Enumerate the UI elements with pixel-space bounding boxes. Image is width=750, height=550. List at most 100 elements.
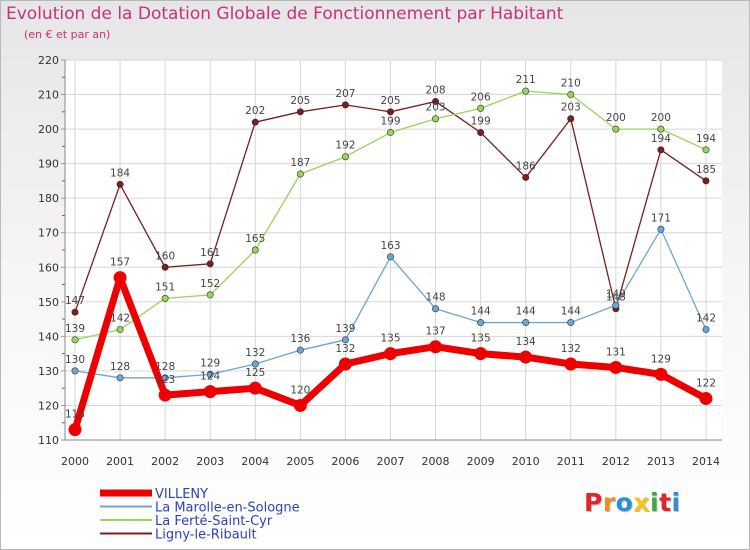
- y-tick-label: 150: [38, 296, 59, 309]
- data-label-la-ferte-saint-cyr: 187: [290, 157, 310, 169]
- data-point-la-ferte-saint-cyr: [341, 153, 349, 161]
- x-tick-label: 2011: [557, 455, 585, 468]
- data-point-la-ferte-saint-cyr: [477, 104, 485, 112]
- y-tick-label: 200: [38, 123, 59, 136]
- y-tick-label: 170: [38, 227, 59, 240]
- data-label-ligny-le-ribault: 208: [426, 84, 446, 96]
- x-tick-label: 2010: [512, 455, 540, 468]
- data-point-la-marolle-en-sologne: [477, 319, 485, 327]
- data-label-ligny-le-ribault: 205: [290, 95, 310, 107]
- data-label-villeny: 135: [471, 333, 491, 345]
- data-label-la-ferte-saint-cyr: 199: [380, 116, 400, 128]
- y-tick-label: 220: [38, 54, 59, 67]
- data-label-ligny-le-ribault: 185: [696, 164, 716, 176]
- logo-letter: i: [671, 488, 681, 517]
- data-label-la-ferte-saint-cyr: 151: [155, 281, 175, 293]
- data-point-ligny-le-ribault: [296, 108, 304, 116]
- x-tick-label: 2004: [241, 455, 269, 468]
- data-label-la-marolle-en-sologne: 136: [290, 333, 310, 345]
- x-tick-label: 2000: [61, 455, 89, 468]
- data-label-la-marolle-en-sologne: 144: [561, 306, 581, 318]
- data-label-ligny-le-ribault: 194: [651, 133, 671, 145]
- data-label-la-marolle-en-sologne: 144: [471, 306, 491, 318]
- data-point-la-ferte-saint-cyr: [702, 146, 710, 154]
- data-label-la-marolle-en-sologne: 163: [380, 240, 400, 252]
- data-point-la-ferte-saint-cyr: [116, 325, 124, 333]
- x-tick-label: 2003: [196, 455, 224, 468]
- data-point-villeny: [564, 357, 578, 371]
- data-point-ligny-le-ribault: [657, 146, 665, 154]
- x-tick-label: 2001: [106, 455, 134, 468]
- data-point-la-ferte-saint-cyr: [71, 336, 79, 344]
- data-label-ligny-le-ribault: 203: [561, 102, 581, 114]
- data-label-ligny-le-ribault: 160: [155, 250, 175, 262]
- x-tick-label: 2012: [602, 455, 630, 468]
- data-label-la-ferte-saint-cyr: 200: [651, 112, 671, 124]
- data-point-ligny-le-ribault: [386, 108, 394, 116]
- data-point-villeny: [429, 340, 443, 354]
- y-tick-label: 160: [38, 261, 59, 274]
- data-point-ligny-le-ribault: [161, 263, 169, 271]
- data-point-ligny-le-ribault: [567, 115, 575, 123]
- data-label-villeny: 137: [426, 326, 446, 338]
- data-point-la-marolle-en-sologne: [206, 370, 214, 378]
- data-point-la-ferte-saint-cyr: [432, 115, 440, 123]
- data-label-la-ferte-saint-cyr: 210: [561, 78, 581, 90]
- data-label-la-ferte-saint-cyr: 194: [696, 133, 716, 145]
- y-tick-label: 130: [38, 365, 59, 378]
- data-point-villeny: [519, 350, 533, 364]
- data-point-la-marolle-en-sologne: [567, 319, 575, 327]
- data-label-villeny: 124: [200, 371, 220, 383]
- data-point-villeny: [474, 347, 488, 361]
- data-label-ligny-le-ribault: 186: [516, 160, 536, 172]
- legend-label-la-marolle-en-sologne: La Marolle-en-Sologne: [155, 501, 300, 516]
- data-label-la-marolle-en-sologne: 142: [696, 312, 716, 324]
- data-label-la-marolle-en-sologne: 129: [200, 357, 220, 369]
- y-tick-label: 140: [38, 330, 59, 343]
- chart-subtitle: (en € et par an): [24, 28, 111, 41]
- data-point-la-marolle-en-sologne: [657, 225, 665, 233]
- data-label-la-marolle-en-sologne: 148: [426, 292, 446, 304]
- data-label-villeny: 120: [290, 384, 310, 396]
- data-point-la-ferte-saint-cyr: [206, 291, 214, 299]
- data-point-villeny: [699, 392, 713, 406]
- data-point-la-marolle-en-sologne: [432, 305, 440, 313]
- y-tick-label: 110: [38, 434, 59, 447]
- data-point-la-marolle-en-sologne: [612, 301, 620, 309]
- data-label-la-ferte-saint-cyr: 165: [245, 233, 265, 245]
- data-point-la-ferte-saint-cyr: [657, 125, 665, 133]
- data-label-la-marolle-en-sologne: 139: [335, 323, 355, 335]
- logo-letter: o: [615, 488, 634, 517]
- y-tick-label: 180: [38, 192, 59, 205]
- data-label-ligny-le-ribault: 148: [606, 292, 626, 304]
- x-tick-label: 2005: [286, 455, 314, 468]
- data-point-la-marolle-en-sologne: [522, 319, 530, 327]
- data-point-la-ferte-saint-cyr: [251, 246, 259, 254]
- data-label-villeny: 131: [606, 346, 626, 358]
- data-label-la-marolle-en-sologne: 144: [516, 306, 536, 318]
- logo-letter: P: [584, 488, 603, 517]
- logo-letter: x: [633, 488, 650, 517]
- data-point-ligny-le-ribault: [702, 177, 710, 185]
- data-point-ligny-le-ribault: [206, 260, 214, 268]
- data-point-ligny-le-ribault: [477, 129, 485, 137]
- data-point-la-ferte-saint-cyr: [522, 87, 530, 95]
- data-label-villeny: 132: [335, 343, 355, 355]
- data-label-villeny: 123: [155, 374, 175, 386]
- legend-label-la-ferte-saint-cyr: La Ferté-Saint-Cyr: [155, 514, 273, 529]
- legend-label-ligny-le-ribault: Ligny-le-Ribault: [155, 528, 257, 543]
- data-point-ligny-le-ribault: [522, 173, 530, 181]
- data-label-villeny: 122: [696, 378, 716, 390]
- data-label-la-ferte-saint-cyr: 206: [471, 91, 491, 103]
- x-tick-label: 2014: [692, 455, 720, 468]
- y-tick-label: 120: [38, 399, 59, 412]
- data-point-la-ferte-saint-cyr: [567, 91, 575, 99]
- data-point-villeny: [654, 367, 668, 381]
- data-point-la-ferte-saint-cyr: [612, 125, 620, 133]
- data-point-la-marolle-en-sologne: [296, 346, 304, 354]
- data-label-la-marolle-en-sologne: 132: [245, 347, 265, 359]
- legend-label-villeny: VILLENY: [155, 487, 208, 502]
- data-label-la-marolle-en-sologne: 128: [155, 361, 175, 373]
- data-point-la-ferte-saint-cyr: [161, 294, 169, 302]
- data-label-la-ferte-saint-cyr: 152: [200, 278, 220, 290]
